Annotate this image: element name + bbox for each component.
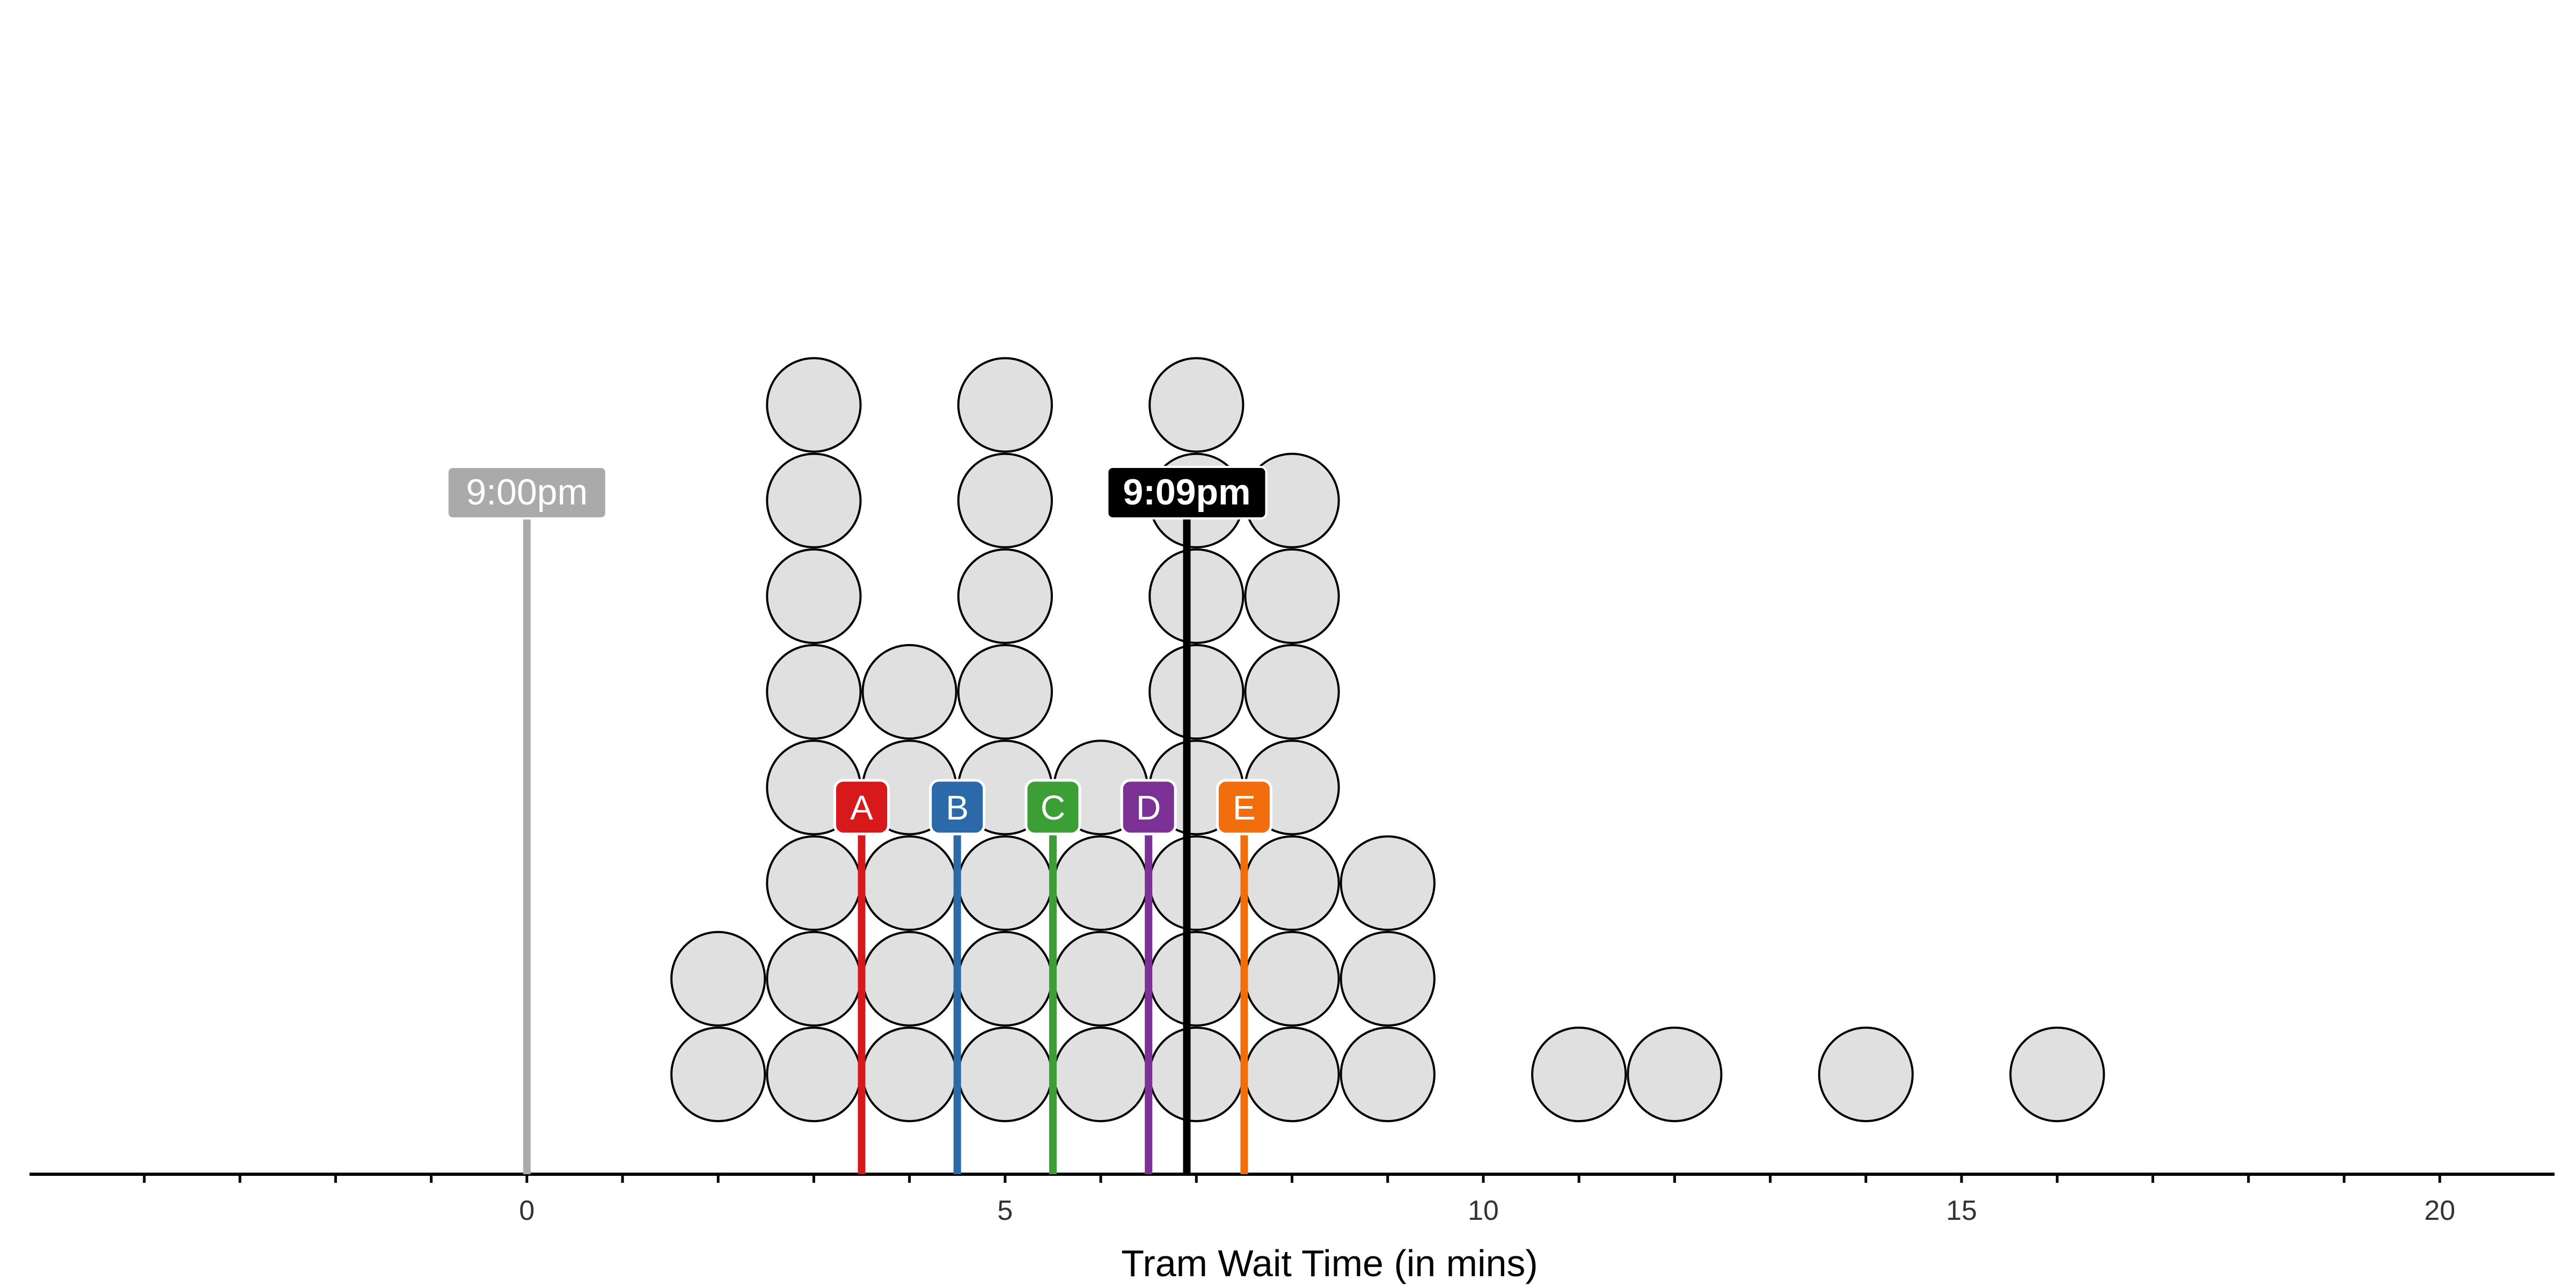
- data-dot: [861, 1026, 957, 1123]
- data-dot: [1148, 835, 1245, 931]
- data-dot: [766, 452, 862, 548]
- data-dot: [1340, 1026, 1436, 1123]
- data-dot: [957, 931, 1053, 1027]
- x-tick-label: 20: [2424, 1195, 2455, 1226]
- marker-box: [833, 779, 890, 836]
- data-dot: [766, 548, 862, 645]
- markers-layer: A B C D E: [833, 779, 1272, 1174]
- data-dot: [670, 931, 766, 1027]
- data-dot: [957, 1026, 1053, 1123]
- time-label-box: [446, 466, 608, 519]
- data-dot: [1244, 835, 1340, 931]
- data-dot: [1052, 835, 1149, 931]
- data-dot: [1340, 931, 1436, 1027]
- data-dot: [766, 835, 862, 931]
- data-dot: [1531, 1026, 1627, 1123]
- marker-label: B: [946, 788, 969, 827]
- data-dot: [1052, 931, 1149, 1027]
- data-dot: [1148, 644, 1245, 740]
- data-dot: [957, 548, 1053, 645]
- data-dot: [766, 644, 862, 740]
- data-dot: [957, 452, 1053, 548]
- x-axis: Tram Wait Time (in mins) 0 5 10 15 20: [30, 1173, 2555, 1284]
- data-dot: [957, 357, 1053, 453]
- time-label-box: [1106, 466, 1268, 519]
- data-dot: [1148, 357, 1245, 453]
- data-dot: [861, 835, 957, 931]
- data-dot: [957, 835, 1053, 931]
- data-dot: [1244, 644, 1340, 740]
- marker-label: C: [1041, 788, 1065, 827]
- data-dot: [1244, 1026, 1340, 1123]
- data-dot: [957, 644, 1053, 740]
- marker-box: [1024, 779, 1081, 836]
- marker-box: [1120, 779, 1177, 836]
- data-dot: [861, 931, 957, 1027]
- data-dot: [766, 931, 862, 1027]
- data-dot: [1818, 1026, 1914, 1123]
- data-dot: [766, 1026, 862, 1123]
- marker-box: [929, 779, 986, 836]
- data-dot: [1244, 548, 1340, 645]
- data-dot: [1340, 835, 1436, 931]
- data-dot: [1148, 931, 1245, 1027]
- time-label: 9:09pm: [1123, 472, 1250, 513]
- x-tick-label: 15: [1946, 1195, 1977, 1226]
- time-label: 9:00pm: [466, 472, 588, 513]
- marker-label: E: [1233, 788, 1256, 827]
- data-dot: [1052, 1026, 1149, 1123]
- data-dot: [861, 644, 957, 740]
- data-dot: [1244, 931, 1340, 1027]
- data-dot: [1148, 548, 1245, 645]
- marker-label: A: [850, 788, 873, 827]
- dots-layer: [670, 357, 2105, 1123]
- x-tick-label: 5: [997, 1195, 1013, 1226]
- data-dot: [670, 1026, 766, 1123]
- reference-lines-layer: 9:00pm 9:09pm: [446, 466, 1268, 1174]
- x-tick-label: 0: [519, 1195, 535, 1226]
- data-dot: [1148, 1026, 1245, 1123]
- data-dot: [2009, 1026, 2105, 1123]
- x-tick-label: 10: [1468, 1195, 1499, 1226]
- marker-box: [1216, 779, 1272, 836]
- data-dot: [766, 357, 862, 453]
- marker-label: D: [1136, 788, 1161, 827]
- x-axis-title: Tram Wait Time (in mins): [1121, 1242, 1538, 1284]
- data-dot: [1627, 1026, 1723, 1123]
